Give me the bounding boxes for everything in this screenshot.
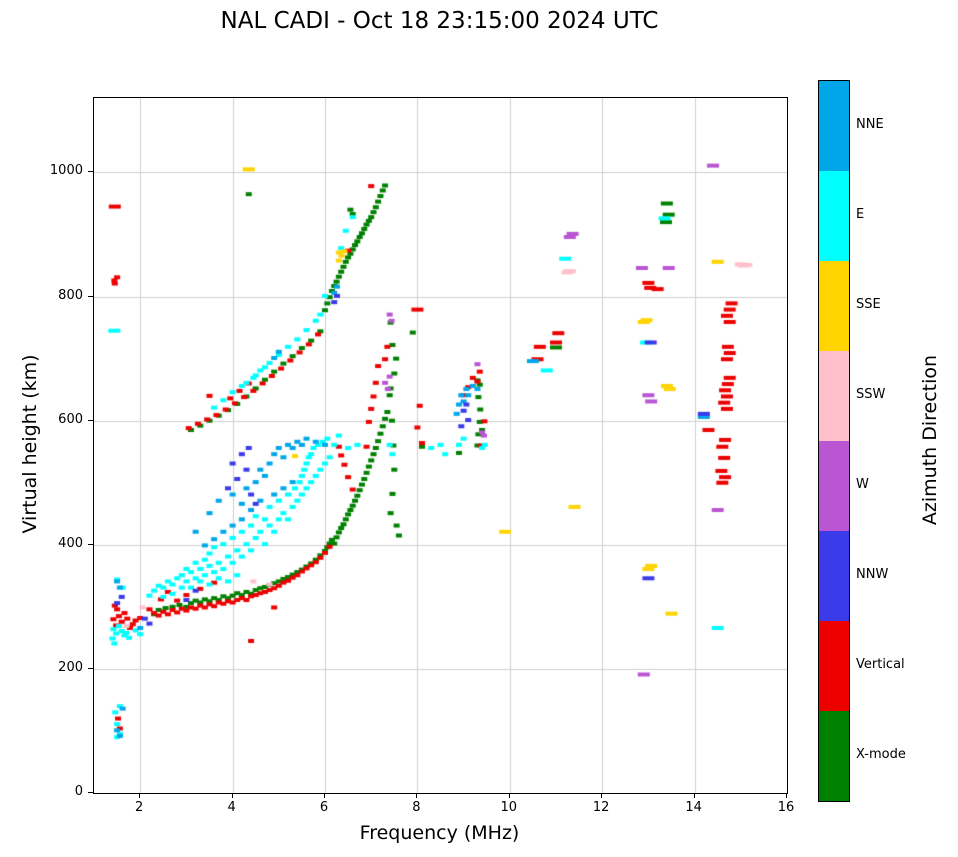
y-tick-mark — [88, 419, 93, 421]
colorbar-segment-w — [819, 441, 849, 531]
x-axis-label: Frequency (MHz) — [359, 822, 520, 844]
colorbar-segment-sse — [819, 261, 849, 351]
colorbar-segment-nne — [819, 81, 849, 171]
y-tick-mark — [88, 792, 93, 793]
colorbar-segment-nnw — [819, 531, 849, 621]
y-tick-label: 200 — [58, 659, 83, 675]
x-tick-label: 4 — [227, 800, 236, 815]
colorbar-segment-x-mode — [819, 711, 849, 801]
y-tick-label: 0 — [74, 784, 83, 799]
y-tick-label: 1000 — [49, 163, 83, 179]
x-tick-mark — [786, 793, 787, 798]
y-tick-mark — [88, 171, 93, 173]
x-tick-mark — [139, 793, 141, 798]
plot-area — [93, 97, 788, 794]
ionogram-canvas — [94, 98, 787, 793]
colorbar-entry-label: SSW — [856, 387, 886, 402]
x-tick-label: 6 — [319, 800, 329, 815]
colorbar-segment-vertical — [819, 621, 849, 711]
x-tick-label: 10 — [500, 800, 518, 815]
x-tick-mark — [601, 793, 603, 798]
x-tick-label: 14 — [685, 800, 702, 815]
colorbar-axis-label: Azimuth Direction — [919, 354, 941, 526]
colorbar-entry-label: NNW — [856, 567, 889, 582]
x-tick-mark — [508, 793, 510, 798]
colorbar-entry-label: SSE — [856, 297, 881, 312]
x-tick-mark — [693, 793, 695, 798]
y-tick-label: 600 — [58, 411, 83, 427]
colorbar — [818, 80, 850, 802]
colorbar-segment-ssw — [819, 351, 849, 441]
y-axis-label: Virtual height (km) — [19, 354, 41, 534]
colorbar-entry-label: Vertical — [856, 657, 905, 672]
y-tick-mark — [88, 667, 93, 669]
colorbar-segment-e — [819, 171, 849, 261]
x-tick-label: 8 — [412, 800, 421, 815]
chart-title: NAL CADI - Oct 18 23:15:00 2024 UTC — [220, 8, 659, 34]
colorbar-entry-label: W — [856, 477, 869, 492]
colorbar-entry-label: NNE — [856, 117, 884, 132]
x-tick-label: 16 — [777, 800, 795, 815]
y-tick-label: 800 — [58, 287, 83, 303]
x-tick-mark — [324, 793, 325, 798]
y-tick-label: 400 — [58, 535, 83, 551]
colorbar-entry-label: E — [856, 207, 865, 222]
y-tick-mark — [88, 295, 93, 297]
colorbar-entry-label: X-mode — [856, 747, 906, 762]
x-tick-mark — [416, 793, 418, 798]
x-tick-mark — [231, 793, 233, 798]
y-tick-mark — [88, 543, 93, 545]
x-tick-label: 2 — [135, 800, 144, 815]
x-tick-label: 12 — [592, 800, 610, 815]
